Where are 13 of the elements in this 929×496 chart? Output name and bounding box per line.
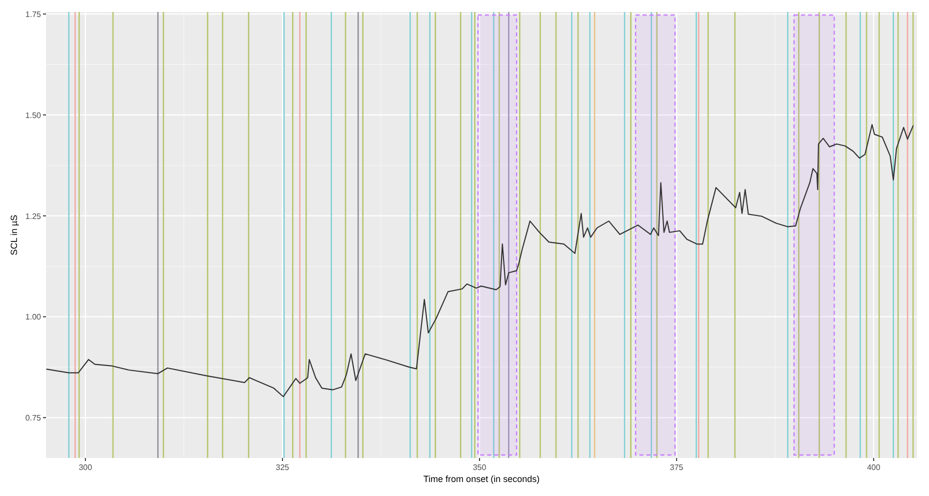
x-axis-title: Time from onset (in seconds) (423, 474, 540, 484)
x-tick-label: 300 (78, 463, 93, 472)
y-tick-label: 1.25 (25, 212, 42, 221)
y-tick-label: 0.75 (25, 414, 42, 423)
y-axis-title: SCL in µS (9, 214, 19, 256)
y-tick-label: 1.75 (25, 10, 42, 20)
x-tick-label: 400 (866, 463, 881, 472)
x-tick-label: 350 (472, 463, 487, 472)
line-series (46, 124, 914, 398)
y-tick-label: 1.50 (25, 110, 42, 120)
x-tick-label: 325 (276, 463, 290, 472)
x-tick-label: 375 (670, 463, 684, 472)
y-tick-label: 1.00 (25, 312, 42, 322)
